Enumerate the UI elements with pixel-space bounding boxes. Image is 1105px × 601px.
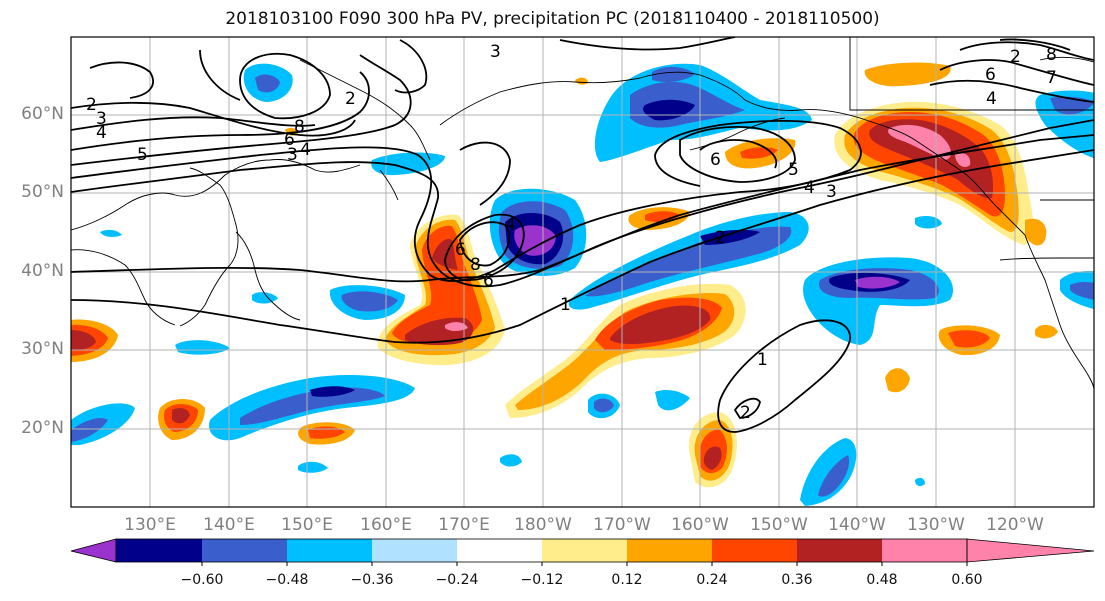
colorbar-segment: [372, 539, 457, 562]
lat-label: 30°N: [21, 339, 64, 359]
colorbar-tick-label: 0.48: [866, 572, 898, 588]
lon-label: 150°W: [750, 515, 808, 535]
contour-label: 2: [715, 228, 726, 248]
colorbar-segment: [627, 539, 712, 562]
colorbar-tick-label: −0.36: [350, 572, 394, 588]
contour-label: 7: [1046, 68, 1057, 88]
colorbar: [70, 538, 1095, 566]
contour-labels: 2 3 4 5 8 6 4 3 2 3 4 6 8 6 1 2 6 5 4 3 …: [86, 42, 1057, 423]
contour-label: 6: [455, 240, 466, 260]
colorbar-tick-label: 0.24: [696, 572, 728, 588]
contour-label: 3: [96, 109, 107, 129]
lon-label: 160°W: [671, 515, 729, 535]
contour-label: 6: [985, 65, 996, 85]
map-plot-area: 2 3 4 5 8 6 4 3 2 3 4 6 8 6 1 2 6 5 4 3 …: [71, 37, 1094, 507]
colorbar-segment: [542, 539, 627, 562]
colorbar-tick-label: −0.12: [520, 572, 564, 588]
contour-label: 8: [470, 255, 481, 275]
lon-label: 160°E: [360, 515, 412, 535]
contour-label: 2: [740, 403, 751, 423]
colorbar-segment: [287, 539, 372, 562]
pv-contours: [71, 37, 1094, 433]
colorbar-tick-label: 0.60: [951, 572, 983, 588]
contour-label: 6: [284, 130, 295, 150]
contour-label: 3: [826, 182, 837, 202]
lon-label: 130°E: [124, 515, 176, 535]
map-title: 2018103100 F090 300 hPa PV, precipitatio…: [225, 9, 880, 29]
colorbar-segment: [116, 539, 202, 562]
lon-label: 140°E: [203, 515, 255, 535]
contour-label: 4: [505, 215, 516, 235]
lat-label: 50°N: [21, 182, 64, 202]
colorbar-segment: [882, 539, 967, 562]
colorbar-segment: [457, 539, 542, 562]
contour-label: 8: [1046, 45, 1057, 65]
graticule: [71, 37, 1094, 507]
lon-label: 130°W: [907, 515, 965, 535]
colorbar-tick-label: −0.60: [180, 572, 224, 588]
lat-label: 20°N: [21, 418, 64, 438]
contour-label: 3: [287, 145, 298, 165]
colorbar-tick-label: −0.48: [265, 572, 309, 588]
contour-label: 6: [483, 271, 494, 291]
colorbar-segment: [712, 539, 797, 562]
contour-label: 1: [757, 350, 768, 370]
lon-label: 140°W: [828, 515, 886, 535]
lon-label: 180°W: [514, 515, 572, 535]
colorbar-segment: [202, 539, 287, 562]
lon-label: 120°W: [986, 515, 1044, 535]
lon-label: 170°E: [438, 515, 490, 535]
colorbar-extend-left: [70, 538, 117, 563]
contour-label: 4: [96, 123, 107, 143]
contour-label: 2: [86, 95, 97, 115]
contour-label: 2: [345, 89, 356, 109]
colorbar-tick-label: −0.24: [435, 572, 479, 588]
contour-label: 3: [490, 42, 501, 62]
lat-label: 40°N: [21, 261, 64, 281]
colorbar-extend-right: [966, 538, 1095, 563]
coastlines: [71, 37, 1094, 391]
colorbar-tick-label: 0.12: [611, 572, 643, 588]
contour-label: 5: [137, 145, 148, 165]
contour-label: 4: [804, 178, 815, 198]
lon-label: 170°W: [593, 515, 651, 535]
contour-label: 4: [986, 89, 997, 109]
contour-label: 5: [788, 160, 799, 180]
map-frame: [70, 36, 1095, 508]
lon-label: 150°E: [281, 515, 333, 535]
colorbar-segment: [797, 539, 882, 562]
lat-label: 60°N: [21, 104, 64, 124]
contour-label: 2: [1010, 47, 1021, 67]
contour-label: 8: [294, 117, 305, 137]
contour-label: 6: [710, 150, 721, 170]
contour-label: 4: [300, 140, 311, 160]
contour-label: 1: [560, 295, 571, 315]
colorbar-tick-label: 0.36: [781, 572, 813, 588]
